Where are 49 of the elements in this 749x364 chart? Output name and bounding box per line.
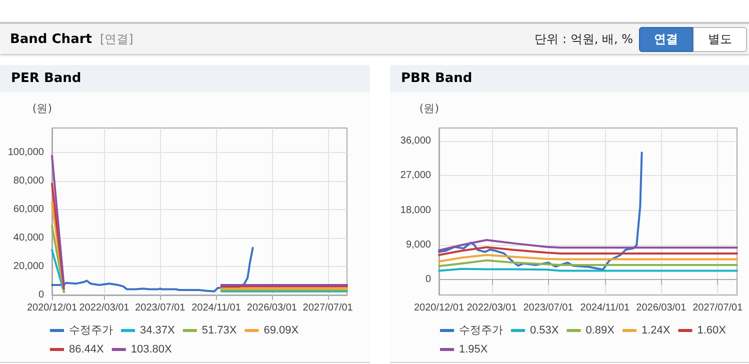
y-tick-label: 0	[425, 274, 432, 286]
text: 연결	[639, 26, 693, 52]
legend-label: 69.09X	[264, 324, 300, 336]
text: 별도	[693, 26, 747, 52]
legend-label: 수정주가	[459, 324, 503, 336]
y-tick-label: 0	[38, 290, 44, 300]
legend-label: 1.24X	[641, 324, 671, 336]
x-tick-label: 2020/12/01	[26, 302, 78, 314]
line-series	[438, 254, 738, 263]
y-tick-label: 60,000	[13, 204, 44, 215]
text: [연결]	[100, 30, 134, 48]
legend-label: 1.60X	[697, 324, 727, 336]
line-series	[438, 238, 738, 252]
x-tick-label: 2023/07/01	[135, 302, 186, 314]
x-tick-label: 2022/03/01	[466, 302, 518, 314]
legend-label: 1.95X	[459, 344, 488, 356]
y-tick-label: 27,000	[400, 170, 432, 182]
x-tick-label: 2022/03/01	[79, 302, 130, 314]
x-tick-label: 2026/03/01	[636, 302, 687, 314]
y-tick-label: 100,000	[8, 146, 44, 158]
x-tick-label: 2024/11/01	[192, 302, 242, 314]
legend-label: 수정주가	[69, 324, 113, 336]
line-series	[438, 246, 738, 256]
x-tick-label: 2024/11/01	[580, 302, 630, 314]
legend-label: 51.73X	[202, 324, 238, 336]
legend-label: 86.44X	[69, 344, 105, 356]
line-series	[438, 152, 643, 271]
y-tick-label: 36,000	[400, 136, 432, 147]
legend-label: 34.37X	[140, 324, 176, 336]
y-tick-label: 9,000	[406, 239, 432, 250]
y-tick-label: 20,000	[13, 260, 44, 272]
y-axis-title: (원)	[32, 102, 52, 115]
chart-title: PER Band	[0, 65, 370, 92]
y-tick-label: 18,000	[400, 204, 432, 216]
text: Band Chart	[10, 32, 92, 46]
x-tick-label: 2026/03/01	[246, 302, 298, 314]
legend-label: 103.80X	[130, 344, 173, 356]
x-tick-label: 2023/07/01	[523, 302, 574, 314]
x-tick-label: 2027/07/01	[302, 302, 354, 314]
text: 단위 : 억원, 배, %	[534, 30, 633, 48]
x-tick-label: 2027/07/01	[692, 302, 744, 314]
y-axis-title: (원)	[419, 102, 439, 115]
legend-label: 0.53X	[530, 324, 560, 336]
chart-title: PBR Band	[390, 65, 749, 92]
legend-label: 0.89X	[586, 324, 616, 336]
y-tick-label: 80,000	[13, 175, 44, 186]
x-tick-label: 2020/12/01	[414, 302, 464, 314]
line-series	[51, 246, 254, 292]
y-tick-label: 40,000	[13, 232, 44, 244]
